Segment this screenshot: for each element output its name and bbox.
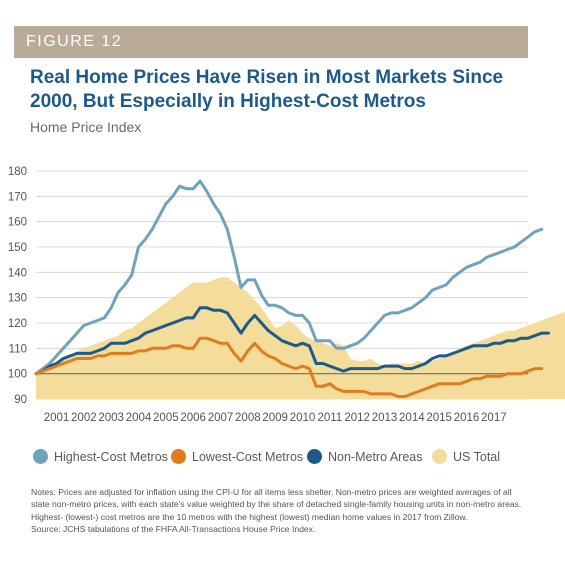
y-tick-label-100: 100: [8, 369, 27, 381]
x-tick-label-2011: 2011: [317, 412, 342, 424]
series-line-non-metro: [34, 306, 550, 376]
notes-text: Notes: Prices are adjusted for inflation…: [31, 487, 522, 522]
y-tick-label-130: 130: [8, 293, 27, 305]
figure-label: FIGURE 12: [26, 33, 123, 50]
y-tick-label-180: 180: [8, 166, 27, 178]
x-tick-label-2014: 2014: [399, 412, 425, 424]
legend-swatch-lowest-cost: [171, 449, 186, 465]
x-tick-label-2007: 2007: [208, 412, 234, 424]
x-tick-label-2016: 2016: [454, 412, 480, 424]
legend-item-lowest-cost: Lowest-Cost Metros: [171, 448, 303, 466]
x-tick-label-2002: 2002: [71, 412, 97, 424]
chart-title-line-2: 2000, But Especially in Highest-Cost Met…: [30, 91, 426, 112]
y-tick-label-160: 160: [8, 217, 27, 229]
x-tick-label-2001: 2001: [44, 412, 70, 424]
legend-label-non-metro: Non-Metro Areas: [328, 450, 423, 464]
legend: Highest-Cost Metros Lowest-Cost Metros N…: [33, 448, 533, 468]
legend-swatch-us-total: [432, 449, 447, 465]
x-tick-label-2015: 2015: [426, 412, 452, 424]
area-layer: [36, 277, 565, 399]
chart-title: Real Home Prices Have Risen in Most Mark…: [30, 66, 530, 114]
legend-label-highest-cost: Highest-Cost Metros: [54, 450, 168, 464]
x-tick-label-2013: 2013: [372, 412, 398, 424]
y-tick-label-90: 90: [14, 394, 27, 406]
x-tick-label-2003: 2003: [98, 412, 124, 424]
x-tick-label-2005: 2005: [153, 412, 179, 424]
series-area-us-total: [36, 277, 565, 399]
x-tick-label-2009: 2009: [262, 412, 288, 424]
legend-label-lowest-cost: Lowest-Cost Metros: [192, 450, 304, 464]
legend-swatch-highest-cost: [33, 449, 48, 465]
chart-title-line-1: Real Home Prices Have Risen in Most Mark…: [30, 67, 504, 88]
series-line-highest-cost: [34, 179, 544, 376]
y-axis-title: Home Price Index: [30, 119, 142, 135]
legend-item-highest-cost: Highest-Cost Metros: [33, 448, 168, 466]
legend-item-us-total: US Total: [432, 448, 500, 466]
legend-label-us-total: US Total: [453, 450, 501, 464]
x-tick-label-2006: 2006: [180, 412, 206, 424]
y-tick-label-140: 140: [8, 267, 27, 279]
line-layer: [34, 179, 550, 398]
chart-notes: Notes: Prices are adjusted for inflation…: [31, 486, 531, 536]
source-text: Source: JCHS tabulations of the FHFA All…: [31, 524, 316, 535]
y-tick-label-170: 170: [8, 191, 27, 203]
x-tick-label-2004: 2004: [126, 412, 152, 424]
figure-banner: [14, 26, 528, 58]
x-tick-label-2012: 2012: [344, 412, 370, 424]
x-tick-label-2010: 2010: [290, 412, 316, 424]
y-tick-label-120: 120: [8, 318, 27, 330]
x-tick-label-2017: 2017: [481, 412, 507, 424]
y-tick-label-110: 110: [9, 343, 27, 355]
legend-swatch-non-metro: [307, 449, 322, 465]
legend-item-non-metro: Non-Metro Areas: [307, 448, 422, 466]
x-tick-label-2008: 2008: [235, 412, 261, 424]
series-line-lowest-cost: [34, 336, 544, 398]
y-tick-label-150: 150: [8, 242, 27, 254]
